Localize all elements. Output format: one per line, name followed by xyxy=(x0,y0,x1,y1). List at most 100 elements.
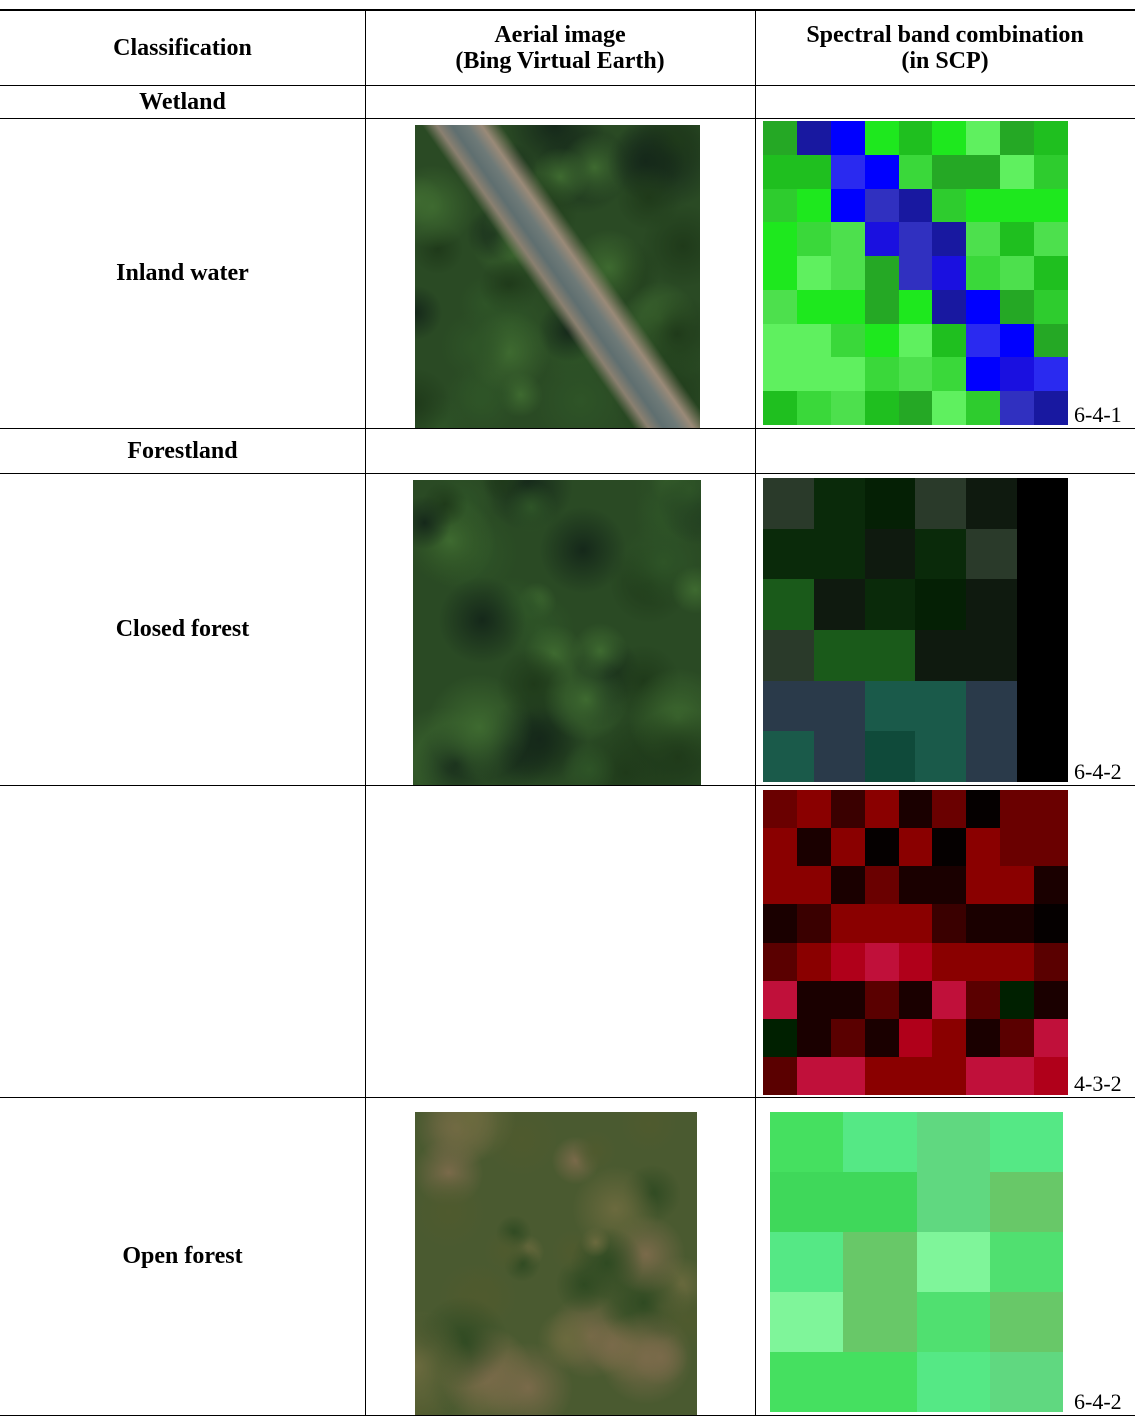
pixel xyxy=(865,943,899,981)
pixel xyxy=(763,904,797,942)
band-image xyxy=(763,121,1068,425)
pixel xyxy=(865,478,916,529)
pixel xyxy=(1034,981,1068,1019)
pixel xyxy=(814,478,865,529)
pixel xyxy=(1000,828,1034,866)
page: ClassificationAerial image(Bing Virtual … xyxy=(0,0,1135,1426)
pixel xyxy=(763,630,814,681)
pixel xyxy=(899,790,933,828)
pixel xyxy=(831,155,865,189)
band-combination-label: 6-4-1 xyxy=(1074,402,1122,428)
pixel xyxy=(865,828,899,866)
classification-label: Inland water xyxy=(0,260,365,286)
pixel xyxy=(915,529,966,580)
pixel xyxy=(831,943,865,981)
pixel xyxy=(1000,121,1034,155)
pixel xyxy=(915,630,966,681)
pixel xyxy=(763,1057,797,1095)
pixel xyxy=(966,324,1000,358)
pixel xyxy=(899,1019,933,1057)
pixel xyxy=(831,324,865,358)
pixel xyxy=(763,357,797,391)
pixel xyxy=(966,904,1000,942)
pixel xyxy=(1000,324,1034,358)
pixel xyxy=(1000,866,1034,904)
pixel xyxy=(1000,155,1034,189)
pixel xyxy=(1034,943,1068,981)
pixel xyxy=(899,828,933,866)
pixel xyxy=(865,391,899,425)
pixel xyxy=(831,391,865,425)
pixel xyxy=(797,290,831,324)
pixel xyxy=(831,981,865,1019)
pixel xyxy=(865,790,899,828)
pixel xyxy=(797,904,831,942)
pixel xyxy=(899,290,933,324)
header-cell: Spectral band combination(in SCP) xyxy=(755,22,1135,74)
aerial-image xyxy=(413,480,701,785)
rule xyxy=(0,1415,1135,1416)
header-text: (Bing Virtual Earth) xyxy=(365,48,755,74)
pixel xyxy=(932,1057,966,1095)
classification-label: Wetland xyxy=(0,89,365,115)
pixel xyxy=(1017,681,1068,732)
classification-label: Closed forest xyxy=(0,616,365,642)
pixel xyxy=(1034,324,1068,358)
pixel xyxy=(1000,256,1034,290)
pixel xyxy=(763,478,814,529)
pixel xyxy=(831,790,865,828)
pixel xyxy=(966,981,1000,1019)
pixel xyxy=(797,222,831,256)
pixel xyxy=(1034,1019,1068,1057)
pixel xyxy=(843,1352,916,1412)
pixel xyxy=(1034,790,1068,828)
rule xyxy=(0,428,1135,429)
aerial-image xyxy=(415,125,700,428)
pixel xyxy=(763,324,797,358)
pixel xyxy=(966,478,1017,529)
pixel xyxy=(966,630,1017,681)
pixel xyxy=(763,256,797,290)
pixel xyxy=(797,1019,831,1057)
pixel xyxy=(966,731,1017,782)
pixel xyxy=(966,529,1017,580)
pixel xyxy=(865,290,899,324)
pixel xyxy=(831,904,865,942)
pixel xyxy=(932,324,966,358)
pixel xyxy=(915,681,966,732)
pixel xyxy=(1034,155,1068,189)
pixel xyxy=(1000,189,1034,223)
pixel xyxy=(1000,391,1034,425)
pixel xyxy=(899,904,933,942)
pixel xyxy=(1034,828,1068,866)
pixel xyxy=(831,357,865,391)
pixel xyxy=(932,357,966,391)
pixel xyxy=(831,121,865,155)
pixel xyxy=(899,121,933,155)
pixel xyxy=(797,790,831,828)
pixel xyxy=(899,981,933,1019)
pixel xyxy=(1000,904,1034,942)
pixel xyxy=(966,290,1000,324)
pixel xyxy=(990,1352,1063,1412)
rule xyxy=(0,785,1135,786)
pixel xyxy=(814,630,865,681)
pixel xyxy=(932,121,966,155)
pixel xyxy=(990,1172,1063,1232)
header-text: Spectral band combination xyxy=(755,22,1135,48)
pixel xyxy=(831,222,865,256)
rule xyxy=(0,85,1135,86)
pixel xyxy=(797,256,831,290)
pixel xyxy=(1034,1057,1068,1095)
pixel xyxy=(932,222,966,256)
pixel xyxy=(763,943,797,981)
header-text: (in SCP) xyxy=(755,48,1135,74)
band-combination-label: 6-4-2 xyxy=(1074,1389,1122,1415)
pixel xyxy=(1000,1019,1034,1057)
pixel xyxy=(1034,256,1068,290)
rule xyxy=(0,1097,1135,1098)
pixel xyxy=(770,1352,843,1412)
pixel xyxy=(763,681,814,732)
pixel xyxy=(865,904,899,942)
pixel xyxy=(1034,121,1068,155)
